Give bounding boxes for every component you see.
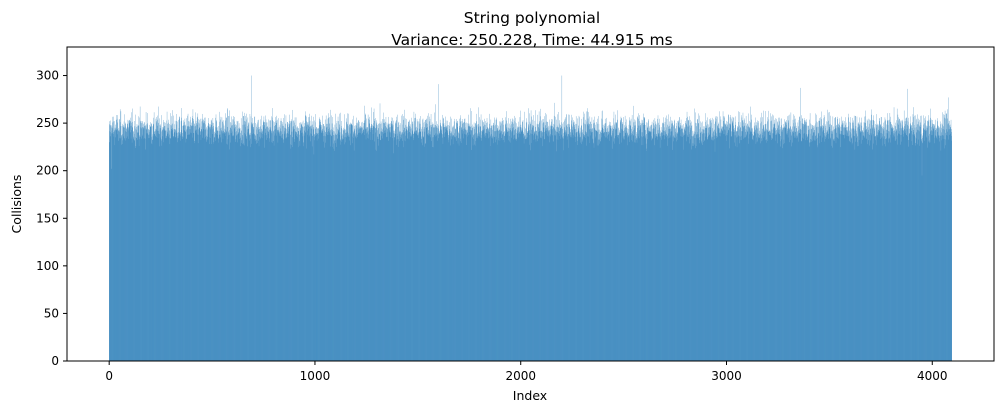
- y-tick-label: 50: [44, 306, 59, 320]
- y-axis-label: Collisions: [9, 175, 24, 234]
- bar-series: [109, 75, 952, 362]
- plot-frame: [66, 46, 995, 362]
- chart-title: String polynomial: [464, 9, 601, 27]
- x-tick-label: 3000: [711, 369, 742, 383]
- x-axis-label: Index: [513, 388, 547, 403]
- x-tick-label: 4000: [917, 369, 948, 383]
- y-axis: 0 50 100 150 200 250 300: [36, 69, 67, 368]
- y-tick-label: 0: [51, 354, 59, 368]
- x-tick-label: 1000: [300, 369, 331, 383]
- y-tick-label: 100: [36, 259, 59, 273]
- y-tick-label: 200: [36, 164, 59, 178]
- chart-subtitle: Variance: 250.228, Time: 44.915 ms: [391, 31, 672, 49]
- y-tick-label: 300: [36, 69, 59, 83]
- y-tick-label: 250: [36, 116, 59, 130]
- x-tick-label: 0: [105, 369, 113, 383]
- x-axis: 0 1000 2000 3000 4000: [105, 361, 948, 383]
- x-tick-label: 2000: [505, 369, 536, 383]
- y-tick-label: 150: [36, 211, 59, 225]
